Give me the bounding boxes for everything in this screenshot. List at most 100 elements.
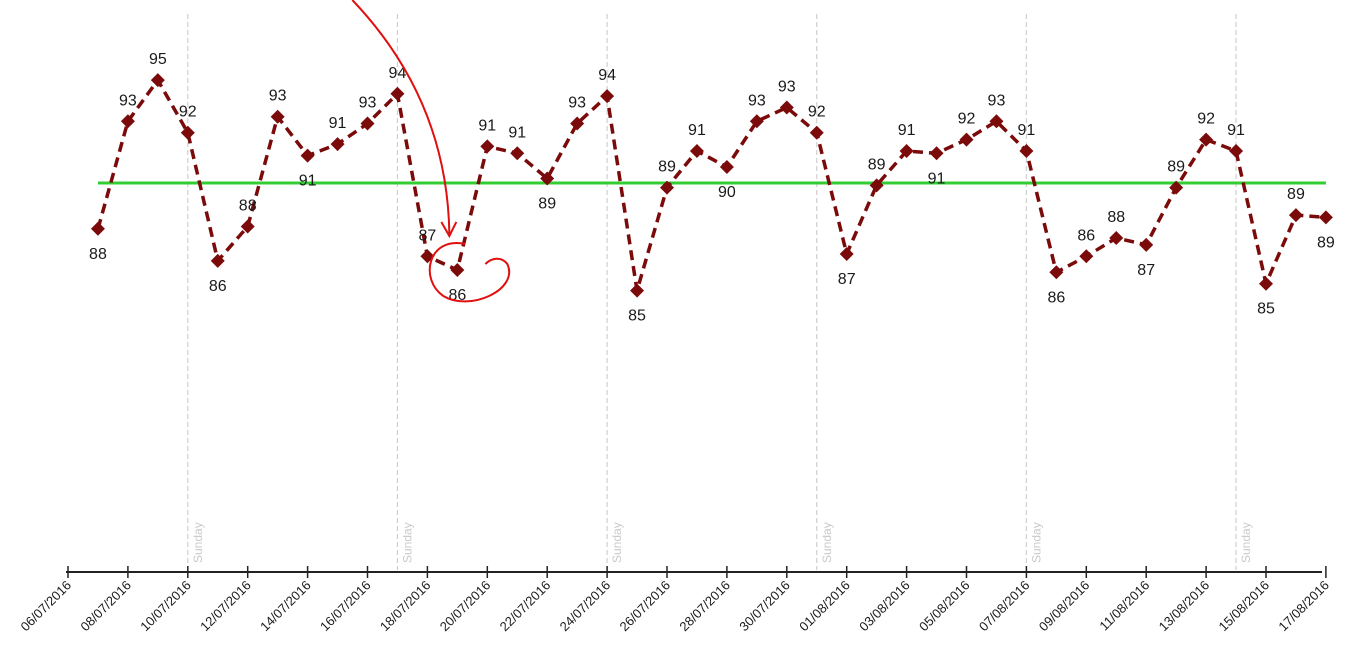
- data-point: [1199, 132, 1214, 147]
- data-label: 93: [778, 79, 796, 96]
- x-tick-label: 01/08/2016: [796, 578, 853, 635]
- data-point: [570, 116, 585, 131]
- data-point: [150, 73, 165, 88]
- x-tick-label: 06/07/2016: [17, 578, 74, 635]
- sunday-label: Sunday: [191, 522, 205, 563]
- data-point: [869, 178, 884, 193]
- x-tick-label: 24/07/2016: [557, 578, 614, 635]
- data-point: [689, 144, 704, 159]
- data-point: [779, 100, 794, 115]
- data-point: [899, 144, 914, 159]
- annotation-circle: [428, 242, 511, 303]
- data-point: [390, 86, 405, 101]
- data-point: [1318, 210, 1333, 225]
- data-label: 93: [359, 95, 377, 112]
- x-tick-label: 07/08/2016: [976, 578, 1033, 635]
- x-tick-label: 30/07/2016: [736, 578, 793, 635]
- data-point: [180, 125, 195, 140]
- data-label: 89: [1167, 159, 1185, 176]
- data-label: 94: [598, 67, 616, 84]
- data-label: 92: [958, 111, 976, 128]
- x-tick-label: 18/07/2016: [377, 578, 434, 635]
- data-label: 93: [269, 88, 287, 105]
- x-tick-label: 17/08/2016: [1275, 578, 1332, 635]
- data-point: [1229, 144, 1244, 159]
- data-label: 91: [928, 170, 946, 187]
- x-tick-label: 11/08/2016: [1096, 578, 1152, 634]
- data-label: 91: [1018, 122, 1036, 139]
- data-label: 93: [119, 92, 137, 109]
- x-tick-label: 05/08/2016: [916, 578, 973, 635]
- data-point: [600, 89, 615, 104]
- data-label: 88: [89, 246, 107, 263]
- x-tick-label: 13/08/2016: [1156, 578, 1213, 635]
- data-point: [749, 114, 764, 129]
- data-point: [1139, 237, 1154, 252]
- data-label: 89: [868, 156, 886, 173]
- data-point: [1288, 208, 1303, 223]
- data-label: 93: [748, 92, 766, 109]
- x-axis-ticks: 06/07/2016 08/07/2016 10/07/2016 12/07/2016…: [17, 566, 1332, 634]
- data-label: 93: [988, 92, 1006, 109]
- data-label: 89: [1317, 234, 1335, 251]
- data-point: [660, 180, 674, 195]
- x-tick-label: 09/08/2016: [1036, 578, 1093, 635]
- data-point: [300, 148, 315, 163]
- sunday-label: Sunday: [1029, 522, 1043, 563]
- data-label: 89: [538, 195, 556, 212]
- x-tick-label: 20/07/2016: [437, 578, 494, 635]
- data-point: [1079, 249, 1094, 264]
- data-label: 89: [1287, 186, 1305, 203]
- data-point: [1169, 180, 1184, 195]
- data-label: 88: [1107, 209, 1125, 226]
- data-label: 94: [389, 65, 407, 82]
- data-point: [270, 109, 285, 124]
- data-point: [510, 146, 525, 161]
- data-point: [1019, 144, 1034, 159]
- data-label: 88: [239, 198, 257, 215]
- x-tick-label: 10/07/2016: [137, 578, 194, 635]
- data-point: [1109, 230, 1124, 245]
- series-line: [96, 76, 1327, 292]
- sunday-label: Sunday: [610, 522, 624, 563]
- sunday-label: Sunday: [820, 522, 834, 563]
- data-point: [360, 116, 375, 131]
- data-label: 86: [1077, 227, 1095, 244]
- data-point: [1259, 276, 1273, 291]
- data-label: 91: [688, 122, 706, 139]
- data-label: 91: [508, 124, 526, 141]
- data-label: 87: [838, 271, 856, 288]
- data-label: 87: [419, 227, 437, 244]
- data-point: [630, 283, 645, 298]
- sunday-label: Sunday: [400, 522, 414, 563]
- data-point: [120, 114, 135, 129]
- x-tick-label: 12/07/2016: [197, 578, 254, 635]
- x-tick-label: 26/07/2016: [616, 578, 673, 635]
- x-tick-label: 16/07/2016: [317, 578, 374, 635]
- data-label: 91: [299, 173, 317, 190]
- data-point: [90, 221, 105, 236]
- data-label: 91: [329, 115, 347, 132]
- data-point: [210, 253, 225, 268]
- data-label: 85: [628, 308, 646, 325]
- x-tick-label: 15/08/2016: [1215, 578, 1272, 635]
- data-label: 92: [808, 104, 826, 121]
- x-tick-label: 08/07/2016: [77, 578, 134, 635]
- data-label: 90: [718, 184, 736, 201]
- data-labels: 88 93 95 92 86 88 93 91 91 93 94 87 86 91 91 89 93 94 85 89…: [89, 51, 1335, 324]
- data-label: 85: [1257, 301, 1275, 318]
- data-point: [929, 146, 944, 161]
- data-label: 93: [568, 95, 586, 112]
- data-point: [989, 114, 1004, 129]
- x-tick-label: 28/07/2016: [676, 578, 733, 635]
- data-point: [240, 219, 255, 234]
- annotation: [351, 0, 511, 303]
- x-tick-label: 14/07/2016: [257, 578, 314, 635]
- data-label: 91: [1227, 122, 1245, 139]
- data-label: 87: [1137, 262, 1155, 279]
- sunday-label: Sunday: [1239, 522, 1253, 563]
- data-point: [480, 139, 495, 154]
- data-point: [330, 137, 345, 152]
- data-label: 86: [1047, 289, 1065, 306]
